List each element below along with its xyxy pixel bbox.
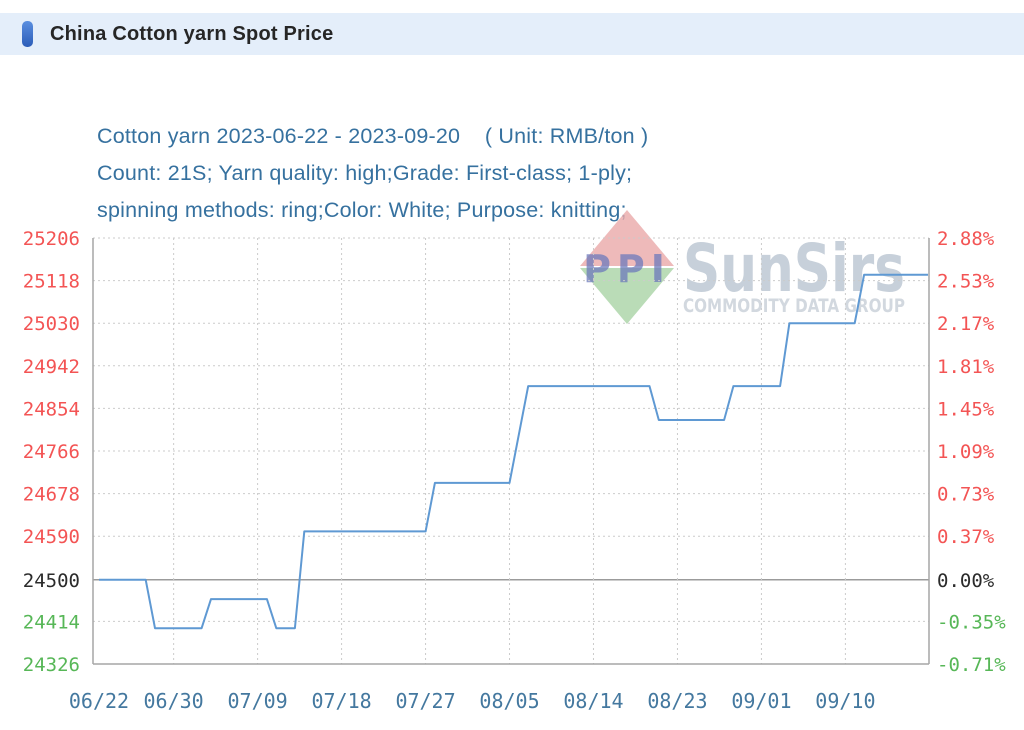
x-axis-label: 06/22 bbox=[69, 689, 129, 713]
price-line bbox=[99, 273, 928, 630]
watermark-diamond-top bbox=[580, 210, 674, 266]
y-axis-right-label: -0.71% bbox=[937, 654, 1006, 676]
y-axis-left-label: 24942 bbox=[23, 356, 80, 378]
y-axis-right-label: 1.45% bbox=[937, 398, 995, 420]
y-axis-left-label: 25030 bbox=[23, 313, 80, 335]
watermark-diamond-bottom bbox=[580, 268, 674, 324]
y-axis-right-label: 2.53% bbox=[937, 271, 995, 293]
x-axis-label: 08/14 bbox=[563, 689, 623, 713]
y-axis-left-label: 24766 bbox=[23, 441, 80, 463]
y-axis-right-label: 0.00% bbox=[937, 570, 995, 592]
x-axis-label: 09/10 bbox=[815, 689, 875, 713]
y-axis-left-label: 24326 bbox=[23, 654, 80, 676]
y-axis-right-label: 2.17% bbox=[937, 313, 995, 335]
y-axis-left-label: 24678 bbox=[23, 484, 80, 506]
x-axis-label: 07/18 bbox=[311, 689, 371, 713]
x-axis-label: 09/01 bbox=[731, 689, 791, 713]
y-axis-right-label: 1.09% bbox=[937, 441, 995, 463]
watermark-ppi-logo: PPI bbox=[583, 247, 671, 291]
page-header: China Cotton yarn Spot Price bbox=[0, 13, 1024, 55]
y-axis-right-label: 1.81% bbox=[937, 356, 995, 378]
y-axis-left-label: 24854 bbox=[23, 398, 80, 420]
y-axis-right-label: -0.35% bbox=[937, 611, 1006, 633]
x-axis-label: 08/23 bbox=[647, 689, 707, 713]
x-axis-label: 07/27 bbox=[395, 689, 455, 713]
y-axis-right-label: 2.88% bbox=[937, 228, 995, 250]
title-accent-icon bbox=[22, 21, 33, 47]
y-axis-right-label: 0.37% bbox=[937, 526, 995, 548]
x-axis-label: 08/05 bbox=[479, 689, 539, 713]
page-title: China Cotton yarn Spot Price bbox=[50, 22, 334, 45]
y-axis-right-label: 0.73% bbox=[937, 484, 995, 506]
watermark-brand-text: SunSirs bbox=[683, 230, 905, 307]
y-axis-left-label: 24500 bbox=[23, 570, 80, 592]
x-axis-label: 07/09 bbox=[228, 689, 288, 713]
y-axis-left-label: 24590 bbox=[23, 526, 80, 548]
chart-subtitle-line1: Count: 21S; Yarn quality: high;Grade: Fi… bbox=[97, 161, 633, 185]
y-axis-left-label: 24414 bbox=[23, 611, 80, 633]
y-axis-left-label: 25206 bbox=[23, 228, 80, 250]
chart-title: Cotton yarn 2023-06-22 - 2023-09-20 ( Un… bbox=[97, 124, 649, 148]
y-axis-left-label: 25118 bbox=[23, 271, 80, 293]
chart-subtitle-line2: spinning methods: ring;Color: White; Pur… bbox=[97, 198, 627, 222]
x-axis-label: 06/30 bbox=[144, 689, 204, 713]
watermark-tagline-text: COMMODITY DATA GROUP bbox=[683, 295, 905, 317]
